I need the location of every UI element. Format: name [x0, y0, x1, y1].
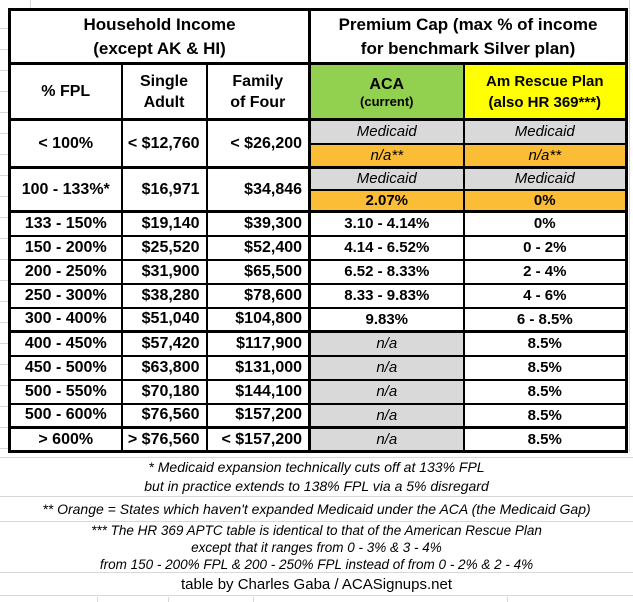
- family-income-cell: $117,900: [205, 330, 311, 357]
- single-income-cell: $63,800: [120, 354, 208, 381]
- aca-na-cell: n/a: [308, 426, 465, 453]
- family-income-cell: < $157,200: [205, 426, 311, 453]
- single-income-cell: $57,420: [120, 330, 208, 357]
- arp-cap-cell: 0%: [462, 210, 628, 237]
- family-income-cell: $131,000: [205, 354, 311, 381]
- single-income-cell: > $76,560: [120, 426, 208, 453]
- single-income-cell: $25,520: [120, 234, 208, 261]
- family-income-cell: < $26,200: [205, 118, 311, 169]
- premium-cap-header: Premium Cap (max % of income for benchma…: [308, 8, 628, 65]
- margin-gridlines-left: [0, 8, 8, 452]
- single-income-cell: $31,900: [120, 258, 208, 285]
- fpl-cell: 133 - 150%: [8, 210, 123, 237]
- family-income-cell: $78,600: [205, 282, 311, 309]
- footnote-hr369: *** The HR 369 APTC table is identical t…: [0, 522, 633, 573]
- household-income-header: Household Income (except AK & HI): [8, 8, 311, 65]
- income-premium-cap-table: Household Income (except AK & HI) Premiu…: [8, 8, 629, 453]
- fpl-cell: 500 - 550%: [8, 378, 123, 405]
- arp-cap-cell: 8.5%: [462, 402, 628, 429]
- col-header-am-rescue-plan: Am Rescue Plan (also HR 369***): [462, 62, 628, 121]
- fpl-cell: 100 - 133%*: [8, 166, 123, 213]
- margin-gridline-right: [629, 0, 630, 452]
- aca-na-cell: n/a: [308, 402, 465, 429]
- family-income-cell: $34,846: [205, 166, 311, 213]
- aca-cap-cell: 9.83%: [308, 306, 465, 333]
- family-income-cell: $39,300: [205, 210, 311, 237]
- fpl-cell: 400 - 450%: [8, 330, 123, 357]
- aca-medicaid-cell: Medicaid: [308, 118, 465, 145]
- arp-cap-cell: 8.5%: [462, 426, 628, 453]
- family-income-cell: $52,400: [205, 234, 311, 261]
- arp-cap-cell: 8.5%: [462, 378, 628, 405]
- margin-gridline-bottom: [507, 597, 508, 602]
- arp-cap-cell: 0 - 2%: [462, 234, 628, 261]
- fpl-cell: 500 - 600%: [8, 402, 123, 429]
- spacer-row: [0, 452, 633, 458]
- single-income-cell: $51,040: [120, 306, 208, 333]
- arp-medicaid-cell: Medicaid: [462, 118, 628, 145]
- aca-na-cell: n/a: [308, 354, 465, 381]
- single-income-cell: $70,180: [120, 378, 208, 405]
- single-income-cell: $76,560: [120, 402, 208, 429]
- aca-medicaid-cell: Medicaid: [308, 166, 465, 191]
- fpl-cell: 250 - 300%: [8, 282, 123, 309]
- single-income-cell: $38,280: [120, 282, 208, 309]
- margin-gridline-bottom: [168, 597, 169, 602]
- arp-cap-cell: 2 - 4%: [462, 258, 628, 285]
- aca-cap-cell: 6.52 - 8.33%: [308, 258, 465, 285]
- arp-cap-cell: 8.5%: [462, 330, 628, 357]
- arp-cap-cell: 0%: [462, 188, 628, 213]
- single-income-cell: $16,971: [120, 166, 208, 213]
- margin-gridline-top: [30, 0, 31, 8]
- col-header-fpl: % FPL: [8, 62, 123, 121]
- aca-cap-cell: 2.07%: [308, 188, 465, 213]
- table-credit: table by Charles Gaba / ACASignups.net: [0, 573, 633, 596]
- single-income-cell: $19,140: [120, 210, 208, 237]
- aca-header-title: ACA: [369, 75, 405, 93]
- aca-na-cell: n/a: [308, 378, 465, 405]
- arp-cap-cell: 6 - 8.5%: [462, 306, 628, 333]
- col-header-aca: ACA (current): [308, 62, 465, 121]
- fpl-cell: > 600%: [8, 426, 123, 453]
- single-income-cell: < $12,760: [120, 118, 208, 169]
- footnotes-section: * Medicaid expansion technically cuts of…: [0, 452, 633, 596]
- aca-cap-cell: 3.10 - 4.14%: [308, 210, 465, 237]
- arp-gap-cell: n/a**: [462, 142, 628, 169]
- col-header-family-of-four: Family of Four: [205, 62, 311, 121]
- fpl-cell: 450 - 500%: [8, 354, 123, 381]
- arp-medicaid-cell: Medicaid: [462, 166, 628, 191]
- family-income-cell: $65,500: [205, 258, 311, 285]
- arp-cap-cell: 4 - 6%: [462, 282, 628, 309]
- margin-gridline-bottom: [253, 597, 254, 602]
- fpl-cell: < 100%: [8, 118, 123, 169]
- family-income-cell: $144,100: [205, 378, 311, 405]
- col-header-single-adult: Single Adult: [120, 62, 208, 121]
- aca-gap-cell: n/a**: [308, 142, 465, 169]
- aca-header-subtitle: (current): [360, 93, 414, 109]
- arp-cap-cell: 8.5%: [462, 354, 628, 381]
- fpl-cell: 150 - 200%: [8, 234, 123, 261]
- footnote-orange-legend: ** Orange = States which haven't expande…: [0, 497, 633, 522]
- footnote-medicaid-expansion: * Medicaid expansion technically cuts of…: [0, 458, 633, 497]
- fpl-cell: 300 - 400%: [8, 306, 123, 333]
- aca-na-cell: n/a: [308, 330, 465, 357]
- aca-cap-cell: 8.33 - 9.83%: [308, 282, 465, 309]
- fpl-cell: 200 - 250%: [8, 258, 123, 285]
- family-income-cell: $104,800: [205, 306, 311, 333]
- family-income-cell: $157,200: [205, 402, 311, 429]
- aca-cap-cell: 4.14 - 6.52%: [308, 234, 465, 261]
- margin-gridline-bottom: [97, 597, 98, 602]
